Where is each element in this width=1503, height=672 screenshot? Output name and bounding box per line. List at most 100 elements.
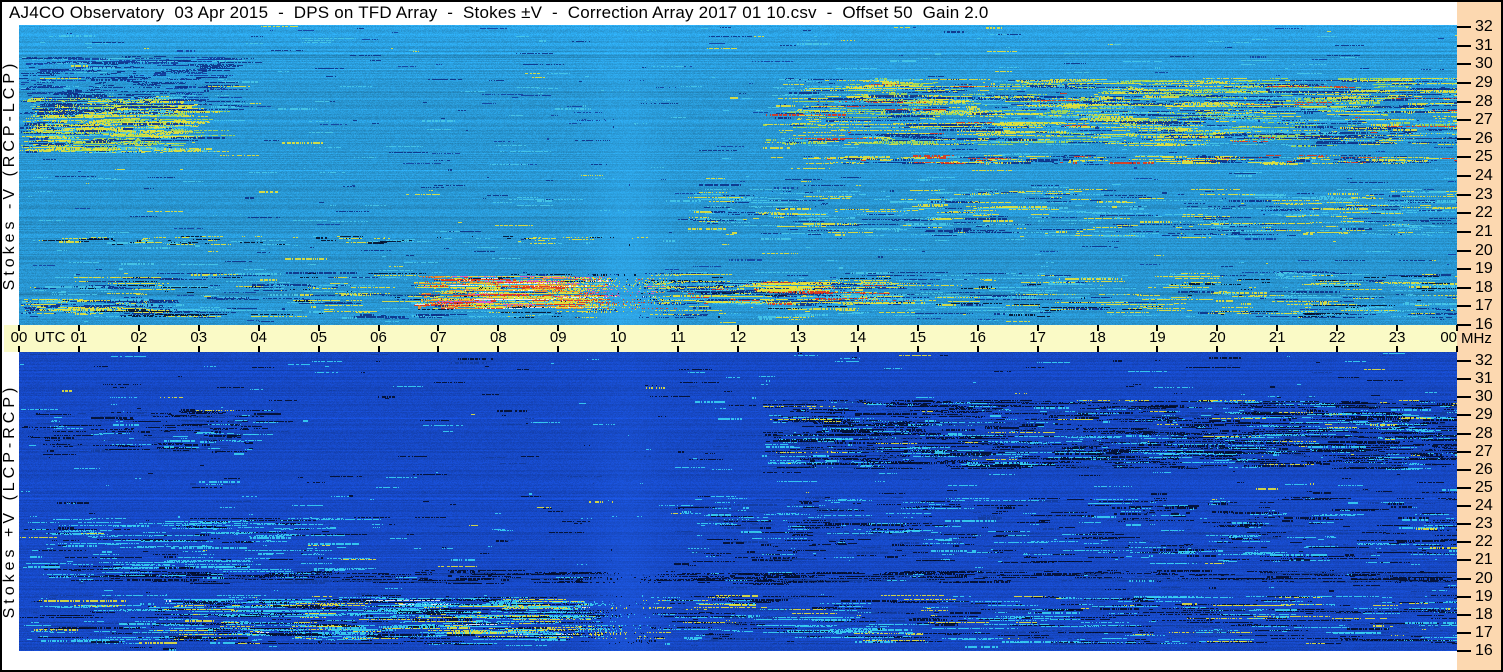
hour-tick [137,325,140,331]
freq-tick [1457,81,1471,84]
hour-tick [677,325,680,331]
freq-label: 22 [1475,533,1493,551]
freq-label: 18 [1475,278,1493,296]
freq-label: 16 [1475,316,1493,333]
freq-tick [1457,249,1471,252]
freq-tick [1457,119,1471,122]
hour-label: 15 [909,329,927,346]
hour-tick [1456,346,1458,352]
freq-tick [1457,156,1471,159]
hour-tick [1036,325,1039,331]
hour-tick [916,346,919,352]
freq-label: 29 [1475,73,1493,91]
hour-label: 05 [310,329,327,346]
freq-label: 25 [1475,148,1493,166]
freq-tick [1457,286,1471,289]
freq-tick [1457,486,1471,489]
hour-tick [77,325,80,331]
freq-tick [1457,396,1471,399]
utc-unit-label: UTC [34,329,66,346]
hour-label: 00 [1440,329,1457,346]
freq-tick [1457,193,1471,196]
freq-tick [1457,650,1471,652]
hour-label: 21 [1268,329,1286,346]
left-panel-label-top: Stokes -V (RCP-LCP) [1,59,18,291]
hour-label: 18 [1089,329,1106,346]
freq-label: 26 [1475,460,1493,478]
freq-tick [1457,63,1471,66]
freq-label: 29 [1475,406,1493,424]
freq-label: 31 [1475,36,1493,54]
hour-label: 08 [489,329,507,346]
freq-label: 24 [1475,497,1493,514]
freq-tick [1457,505,1471,507]
hour-tick [557,325,560,331]
hour-tick [1156,325,1159,331]
hour-label: 06 [370,329,387,346]
hour-tick [377,346,380,352]
hour-label: 04 [250,329,267,346]
freq-label: 27 [1475,111,1493,129]
freq-label: 17 [1475,623,1493,641]
hour-tick [257,325,260,331]
freq-label: 23 [1475,185,1493,203]
freq-label: 30 [1475,388,1493,406]
freq-label: 30 [1475,55,1493,73]
freq-label: 27 [1475,442,1493,460]
freq-label: 28 [1475,424,1493,442]
freq-label: 32 [1475,18,1493,35]
hour-label: 07 [430,329,447,346]
freq-label: 20 [1475,569,1493,587]
freq-tick [1457,523,1471,526]
freq-tick [1457,175,1471,177]
freq-tick [1457,595,1471,598]
hour-tick [1096,325,1099,331]
hour-label: 22 [1328,329,1346,346]
hour-tick [617,325,620,331]
hour-tick [197,325,200,331]
hour-tick [677,346,680,352]
freq-tick [1457,44,1471,47]
hour-tick [497,325,500,331]
hour-tick [197,346,200,352]
hour-tick [1396,325,1399,331]
hour-label: 19 [1149,329,1166,346]
hour-label: 14 [849,329,867,346]
freq-tick [1457,541,1471,544]
hour-tick [317,325,320,331]
hour-tick [18,325,20,331]
hour-tick [1276,346,1279,352]
hour-label: 10 [609,329,627,346]
hour-tick [437,325,440,331]
hour-label: 11 [670,329,686,346]
freq-label: 32 [1475,352,1493,369]
hour-label: 17 [1029,329,1046,346]
freq-tick [1457,268,1471,271]
hour-tick [976,346,979,352]
freq-label: 22 [1475,204,1493,222]
freq-tick [1457,577,1471,580]
left-panel-label-bottom: Stokes +V (LCP-RCP) [1,383,18,619]
hour-tick [18,346,20,352]
freq-label: 25 [1475,478,1493,496]
hour-tick [1336,325,1339,331]
hour-tick [497,346,500,352]
hour-tick [1096,346,1099,352]
hour-label: 23 [1388,329,1406,346]
hour-tick [317,346,320,352]
spectrogram-stokes-plus-v [19,352,1457,651]
hour-tick [737,346,739,352]
freq-label: 17 [1475,297,1493,315]
freq-label: 21 [1475,222,1493,240]
hour-tick [856,346,859,352]
frequency-sidebar [1457,2,1501,670]
hour-tick [976,325,979,331]
freq-tick [1457,432,1471,435]
hour-label: 13 [789,329,807,346]
freq-tick [1457,26,1471,28]
hour-tick [377,325,380,331]
hour-label: 12 [729,329,747,346]
hour-label: 00 [10,329,28,346]
freq-tick [1457,559,1471,562]
